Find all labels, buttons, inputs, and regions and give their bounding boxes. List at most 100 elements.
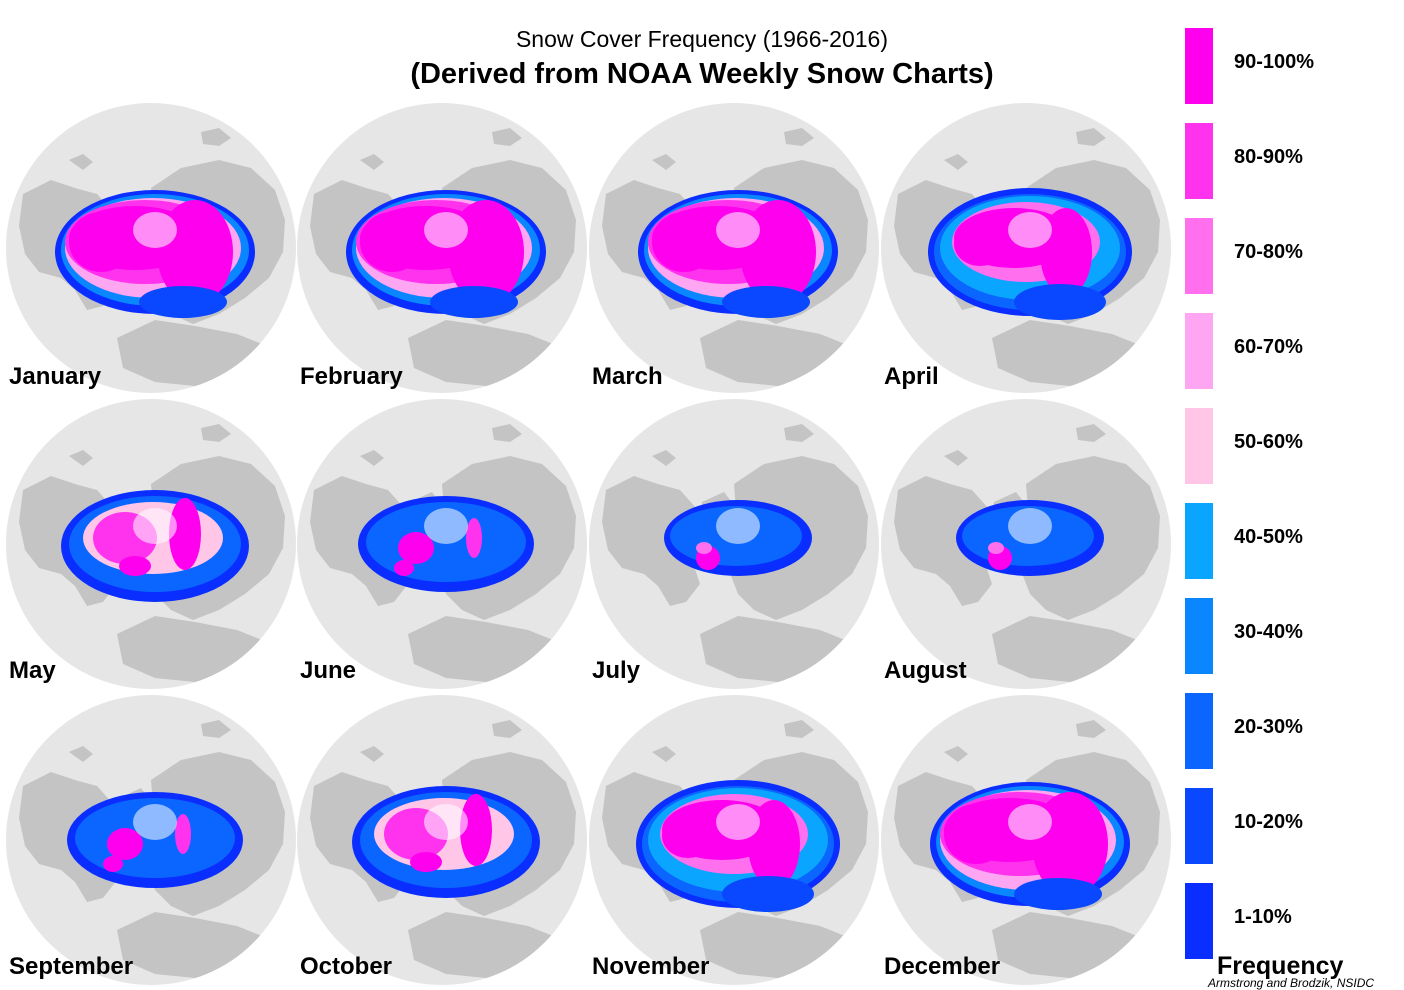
map-november (588, 694, 880, 986)
snow-cover-area (175, 814, 191, 854)
snow-cover-area (652, 212, 716, 272)
legend-label: 40-50% (1234, 526, 1303, 548)
landmass (784, 424, 814, 442)
map-october (296, 694, 588, 986)
snow-cover-area (103, 856, 123, 872)
landmass (652, 746, 676, 762)
month-label: June (300, 657, 357, 684)
snow-cover-area (119, 556, 151, 576)
landmass (944, 450, 968, 466)
legend-label: 20-30% (1234, 716, 1303, 738)
snow-cover-area (169, 498, 201, 570)
landmass (492, 720, 522, 738)
snow-cover-area (466, 518, 482, 558)
landmass (492, 128, 522, 146)
snow-cover-area (139, 286, 227, 318)
legend-swatch (1185, 123, 1213, 199)
legend-swatch (1185, 788, 1213, 864)
month-label: October (300, 953, 393, 980)
landmass (360, 154, 384, 170)
landmass (700, 320, 850, 386)
legend-label: 30-40% (1234, 621, 1303, 643)
polar-globe (297, 103, 587, 393)
legend-title: Frequency (1217, 952, 1344, 980)
landmass (360, 450, 384, 466)
landmass (1076, 128, 1106, 146)
landmass (992, 320, 1142, 386)
snow-cover-area (988, 542, 1004, 554)
landmass (69, 154, 93, 170)
month-label: September (9, 953, 134, 980)
snow-cover-area (460, 794, 492, 866)
polar-globe (297, 399, 587, 689)
map-march (588, 102, 880, 394)
landmass (602, 476, 702, 606)
legend-swatch (1185, 313, 1213, 389)
legend-swatch (1185, 218, 1213, 294)
map-june (296, 398, 588, 690)
polar-globe (881, 399, 1171, 689)
legend-label: 90-100% (1234, 51, 1315, 73)
landmass (992, 912, 1142, 978)
legend-label: 60-70% (1234, 336, 1303, 358)
legend-swatch (1185, 28, 1213, 104)
polar-globe (297, 695, 587, 985)
landmass (117, 320, 267, 386)
map-may (5, 398, 297, 690)
map-february (296, 102, 588, 394)
landmass (652, 450, 676, 466)
month-label: November (592, 953, 710, 980)
landmass (944, 746, 968, 762)
polar-globe (6, 103, 296, 393)
arctic-ocean (1008, 212, 1052, 248)
landmass (69, 450, 93, 466)
polar-globe (6, 695, 296, 985)
legend-swatch (1185, 883, 1213, 959)
map-august (880, 398, 1172, 690)
landmass (700, 616, 850, 682)
landmass (69, 746, 93, 762)
legend-label: 70-80% (1234, 241, 1303, 263)
landmass (894, 476, 994, 606)
landmass (117, 912, 267, 978)
snow-cover-area (662, 814, 714, 858)
arctic-ocean (424, 804, 468, 840)
snow-cover-area (398, 532, 434, 564)
snow-cover-area (1014, 284, 1106, 320)
legend-label: 10-20% (1234, 811, 1303, 833)
arctic-ocean (716, 212, 760, 248)
landmass (408, 912, 558, 978)
month-label: April (884, 363, 939, 390)
month-label: May (9, 657, 56, 684)
polar-globe (881, 103, 1171, 393)
legend-label: 80-90% (1234, 146, 1303, 168)
snow-cover-area (107, 828, 143, 860)
snow-cover-area (394, 560, 414, 576)
landmass (784, 720, 814, 738)
polar-globe (881, 695, 1171, 985)
landmass (408, 320, 558, 386)
polar-globe (589, 695, 879, 985)
landmass (700, 912, 850, 978)
polar-globe (6, 399, 296, 689)
arctic-ocean (1008, 804, 1052, 840)
map-january (5, 102, 297, 394)
snow-cover-area (944, 804, 1008, 864)
snow-cover-area (430, 286, 518, 318)
legend-swatch (1185, 503, 1213, 579)
month-label: February (300, 363, 403, 390)
arctic-ocean (133, 804, 177, 840)
map-july (588, 398, 880, 690)
landmass (117, 616, 267, 682)
polar-globe (589, 103, 879, 393)
month-label: December (884, 953, 1001, 980)
legend-swatch (1185, 693, 1213, 769)
landmass (992, 616, 1142, 682)
arctic-ocean (133, 508, 177, 544)
landmass (360, 746, 384, 762)
arctic-ocean (424, 508, 468, 544)
month-label: August (884, 657, 967, 684)
chart-title: Snow Cover Frequency (1966-2016) (515, 26, 889, 52)
arctic-ocean (133, 212, 177, 248)
snow-cover-area (360, 212, 424, 272)
